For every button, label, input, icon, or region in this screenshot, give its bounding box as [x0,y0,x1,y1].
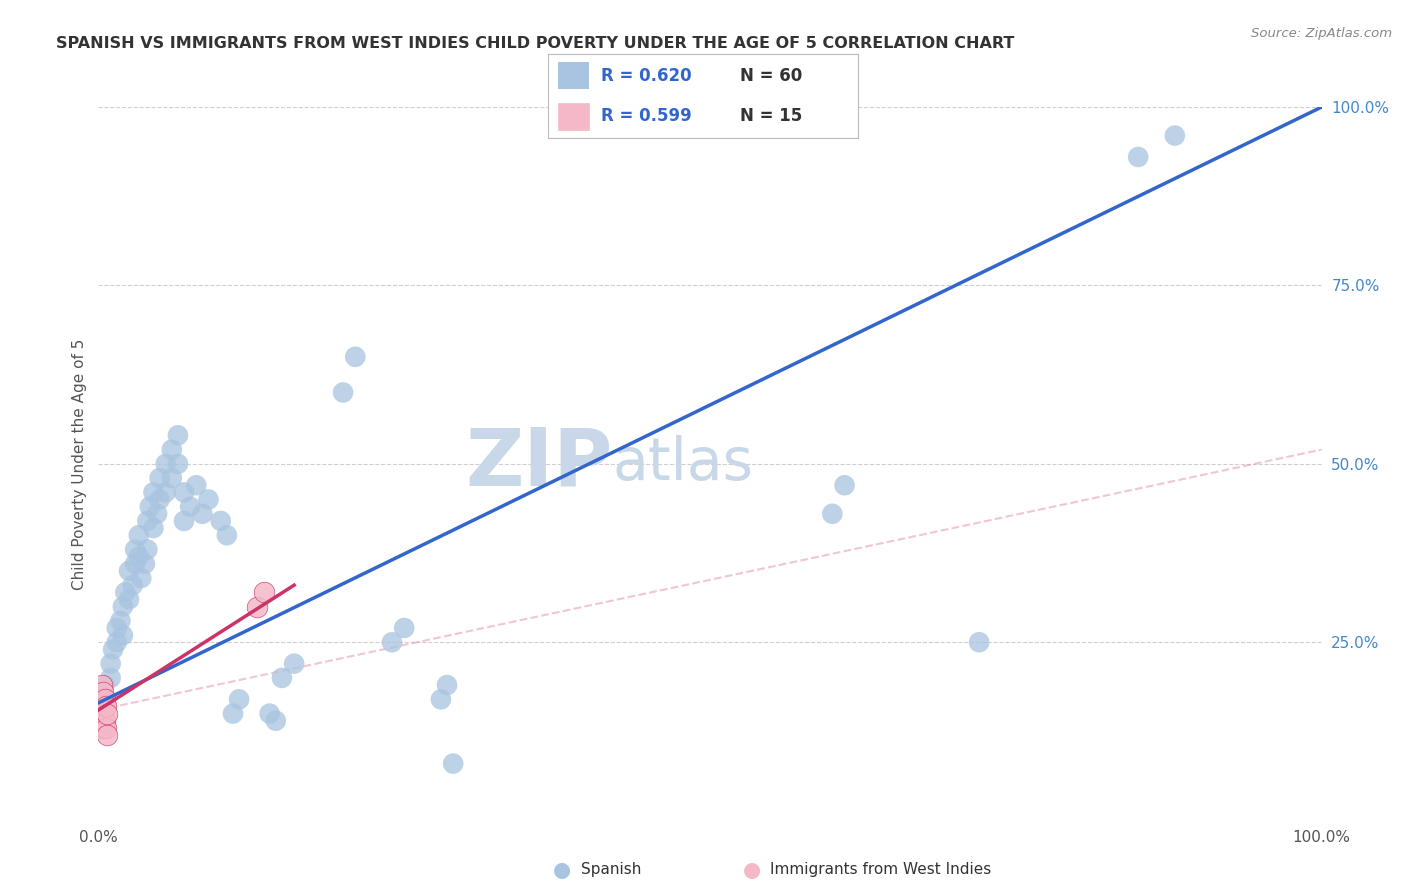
Point [179,500,201,514]
Point [100,671,122,685]
Point [259,706,281,721]
Point [160,442,183,457]
Point [834,478,856,492]
Point [381,635,404,649]
Point [101,642,124,657]
Point [93,692,115,706]
Point [967,635,990,649]
Point [191,507,214,521]
Point [96,728,118,742]
Bar [558,62,589,89]
Point [128,528,150,542]
Point [155,485,177,500]
Text: ●: ● [554,860,571,880]
Point [149,471,172,485]
Point [149,492,172,507]
Point [283,657,305,671]
Point [111,599,134,614]
Point [821,507,844,521]
Point [436,678,458,692]
Point [121,578,143,592]
Point [91,706,114,721]
Point [1128,150,1150,164]
Point [142,485,165,500]
Point [124,542,146,557]
Point [118,592,141,607]
Point [129,571,152,585]
Point [111,628,134,642]
Point [124,557,146,571]
Point [430,692,453,706]
Text: N = 15: N = 15 [740,107,803,125]
Point [93,692,115,706]
Point [167,457,190,471]
Text: ZIP: ZIP [465,425,612,503]
Point [90,692,112,706]
Text: Immigrants from West Indies: Immigrants from West Indies [770,863,991,877]
Point [222,706,245,721]
Point [264,714,287,728]
Text: R = 0.620: R = 0.620 [600,67,692,85]
Point [155,457,177,471]
Text: atlas: atlas [612,435,754,492]
Point [215,528,238,542]
Point [173,485,195,500]
Point [252,585,274,599]
Point [332,385,354,400]
Y-axis label: Child Poverty Under the Age of 5: Child Poverty Under the Age of 5 [72,338,87,590]
Point [197,492,219,507]
Point [186,478,208,492]
Bar [558,103,589,130]
Point [100,657,122,671]
Point [173,514,195,528]
Point [94,699,117,714]
Point [90,714,112,728]
Point [96,706,118,721]
Point [134,557,156,571]
Point [105,621,128,635]
Point [91,685,114,699]
Point [246,599,269,614]
Point [392,621,416,635]
Point [91,678,114,692]
Point [91,699,114,714]
Point [228,692,250,706]
Point [118,564,141,578]
Point [136,542,159,557]
Point [142,521,165,535]
Point [110,614,132,628]
Point [146,507,169,521]
Text: N = 60: N = 60 [740,67,803,85]
Point [94,721,117,735]
Text: Source: ZipAtlas.com: Source: ZipAtlas.com [1251,27,1392,40]
Point [441,756,464,771]
Point [93,714,115,728]
Text: Spanish: Spanish [581,863,641,877]
Point [139,500,162,514]
Point [105,635,128,649]
Point [167,428,190,442]
Point [128,549,150,564]
Point [344,350,367,364]
Point [136,514,159,528]
Point [270,671,294,685]
Point [160,471,183,485]
Text: ●: ● [744,860,761,880]
Point [93,678,115,692]
Point [114,585,136,599]
Text: R = 0.599: R = 0.599 [600,107,692,125]
Point [209,514,232,528]
Point [91,721,114,735]
Text: SPANISH VS IMMIGRANTS FROM WEST INDIES CHILD POVERTY UNDER THE AGE OF 5 CORRELAT: SPANISH VS IMMIGRANTS FROM WEST INDIES C… [56,36,1015,51]
Point [1164,128,1187,143]
